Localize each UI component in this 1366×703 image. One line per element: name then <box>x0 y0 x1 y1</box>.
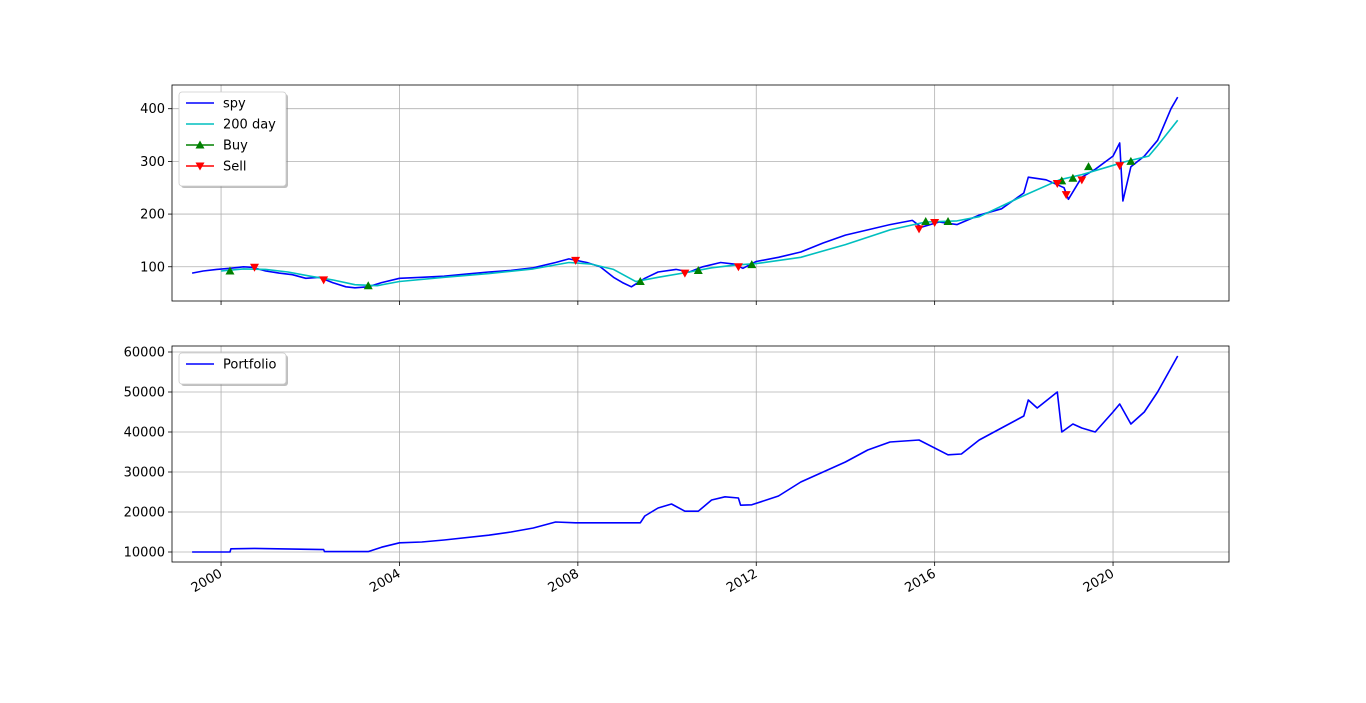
y-tick-label: 20000 <box>124 506 165 521</box>
series-sell-marker <box>1061 191 1071 200</box>
series-sell-marker <box>1115 162 1125 171</box>
series-portfolio-line <box>192 355 1179 553</box>
series-sell-marker <box>914 225 924 234</box>
y-tick-label: 300 <box>140 155 165 170</box>
series-sell-marker <box>1077 176 1087 185</box>
series-buy-marker <box>943 216 953 225</box>
plot-area <box>191 96 1179 290</box>
series-sell-marker <box>319 276 329 285</box>
series-buy-marker <box>693 265 703 274</box>
y-tick-label: 60000 <box>124 346 165 361</box>
y-tick-label: 40000 <box>124 426 165 441</box>
legend: Portfolio <box>178 352 288 386</box>
legend-box <box>178 352 287 385</box>
legend-200-day-label: 200 day <box>223 118 276 133</box>
series-buy-marker <box>363 281 373 290</box>
axes-frame <box>171 345 1230 563</box>
legend-portfolio-label: Portfolio <box>223 358 277 373</box>
grid <box>172 346 1229 562</box>
series-buy-marker <box>747 260 757 269</box>
series-buy-marker <box>1068 173 1078 182</box>
series-buy-marker <box>921 216 931 225</box>
axes-frame <box>171 84 1230 302</box>
spy-price-panel: 100 200 300 400 spy 200 day Buy Sell <box>140 84 1230 305</box>
legend-sell-marker <box>195 162 205 171</box>
series-sell-marker <box>680 269 690 278</box>
series-sell-marker <box>1052 180 1062 189</box>
legend-box <box>178 91 287 187</box>
legend-spy-label: spy <box>223 97 246 112</box>
y-tick-label: 10000 <box>124 546 165 561</box>
plot-area <box>192 355 1179 553</box>
series-buy-marker <box>225 266 235 275</box>
series-sell-marker <box>250 263 260 272</box>
grid <box>172 85 1229 301</box>
series-buy-marker <box>635 277 645 286</box>
legend-sell-label: Sell <box>223 160 246 175</box>
series-sell-marker <box>571 256 581 265</box>
y-tick-label: 100 <box>140 260 165 275</box>
y-tick-label: 400 <box>140 102 165 117</box>
series-sell-marker <box>930 219 940 228</box>
legend-buy-marker <box>195 140 205 149</box>
y-tick-label: 50000 <box>124 386 165 401</box>
series-sell-marker <box>733 263 743 272</box>
series-200-day-line <box>221 119 1179 287</box>
y-tick-label: 30000 <box>124 466 165 481</box>
series-buy-marker <box>1084 162 1094 171</box>
series-buy-marker <box>1126 156 1136 165</box>
y-tick-label: 200 <box>140 208 165 223</box>
legend-buy-label: Buy <box>223 139 248 154</box>
legend: spy 200 day Buy Sell <box>178 91 288 188</box>
